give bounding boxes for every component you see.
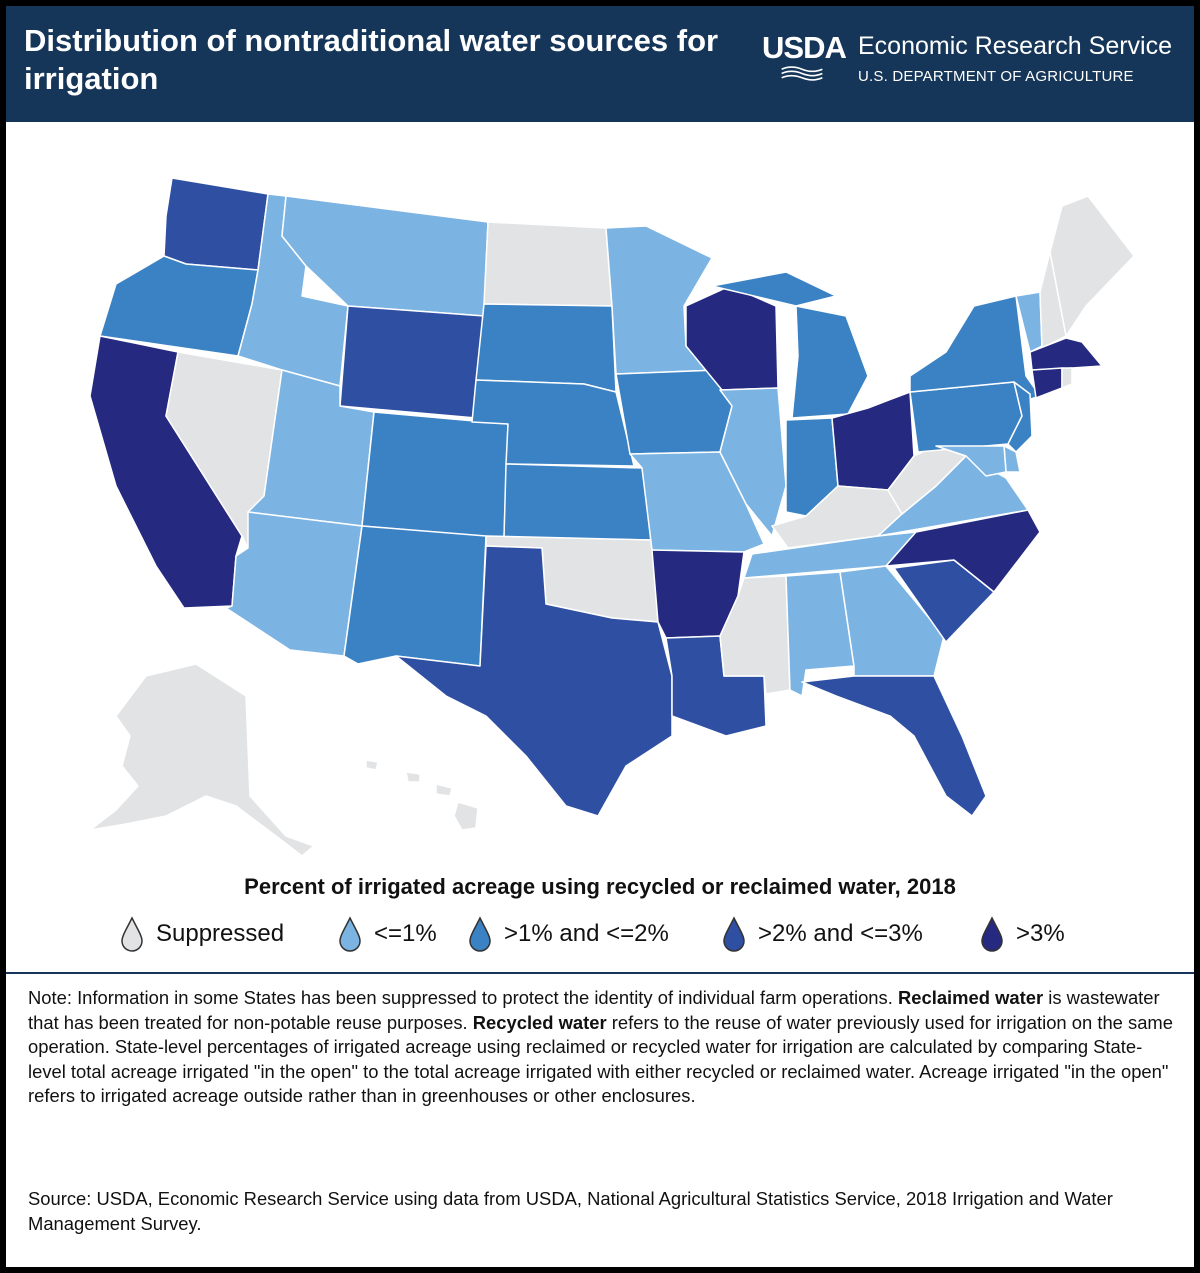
header-banner: Distribution of nontraditional water sou… — [6, 6, 1194, 122]
state-CO — [361, 411, 509, 539]
legend-item-gt3: >3% — [980, 914, 1065, 954]
state-IL — [719, 387, 787, 537]
state-NE — [471, 379, 635, 467]
note-prefix: Note: Information in some States has bee… — [28, 987, 898, 1008]
state-PA — [909, 381, 1023, 453]
state-NY — [909, 295, 1041, 403]
legend-item-le1: <=1% — [338, 914, 437, 954]
state-ME — [1049, 195, 1135, 337]
state-ND — [483, 221, 613, 307]
source-text: Source: USDA, Economic Research Service … — [28, 1188, 1113, 1234]
state-SD — [475, 303, 617, 393]
legend-swatch-suppressed-icon — [121, 916, 143, 952]
state-NC — [885, 509, 1041, 593]
state-HI — [365, 759, 479, 831]
state-MD — [935, 445, 1007, 477]
state-RI — [1061, 367, 1073, 389]
legend-item-gt2-le3: >2% and <=3% — [722, 914, 923, 954]
legend-title: Percent of irrigated acreage using recyc… — [244, 874, 956, 899]
legend-label-gt2-le3: >2% and <=3% — [758, 920, 923, 947]
note-def-recycled: refers to the reuse of water previously … — [28, 1011, 1173, 1107]
state-FL — [801, 675, 987, 817]
legend-swatch-gt3-icon — [981, 916, 1003, 952]
state-NM — [343, 525, 487, 667]
state-WY — [339, 305, 485, 419]
legend-label-gt1-le2: >1% and <=2% — [504, 920, 669, 947]
state-WA — [163, 177, 269, 271]
note-def-reclaimed: is wastewater that has been treated for … — [28, 987, 1160, 1033]
state-AK — [89, 663, 315, 856]
legend-label-suppressed: Suppressed — [156, 920, 285, 947]
legend-item-gt1-le2: >1% and <=2% — [468, 914, 669, 954]
legend-swatch-gt1-le2-icon — [469, 916, 491, 952]
figure-frame: Distribution of nontraditional water sou… — [6, 6, 1194, 1267]
note-term-reclaimed: Reclaimed water — [897, 987, 1044, 1008]
legend-swatch-le1-icon — [339, 916, 361, 952]
state-CT — [1031, 367, 1063, 399]
usda-logo-icon — [781, 66, 823, 81]
legend-label-le1: <=1% — [374, 920, 437, 947]
chart-title: Distribution of nontraditional water sou… — [24, 23, 719, 96]
state-KS — [503, 463, 653, 541]
divider-line — [6, 972, 1194, 974]
state-TX — [395, 545, 673, 817]
legend-label-gt3: >3% — [1016, 920, 1065, 947]
note-paragraph: Note: Information in some States has bee… — [28, 986, 1178, 1109]
department-name: U.S. DEPARTMENT OF AGRICULTURE — [858, 68, 1134, 85]
note-term-recycled: Recycled water — [472, 1011, 607, 1033]
legend-item-suppressed: Suppressed — [120, 914, 284, 954]
usda-logo-text: USDA — [762, 30, 847, 65]
legend-swatch-gt2-le3-icon — [723, 916, 745, 952]
us-choropleth-map — [89, 177, 1135, 856]
agency-name: Economic Research Service — [858, 32, 1173, 60]
state-IA — [615, 369, 733, 455]
